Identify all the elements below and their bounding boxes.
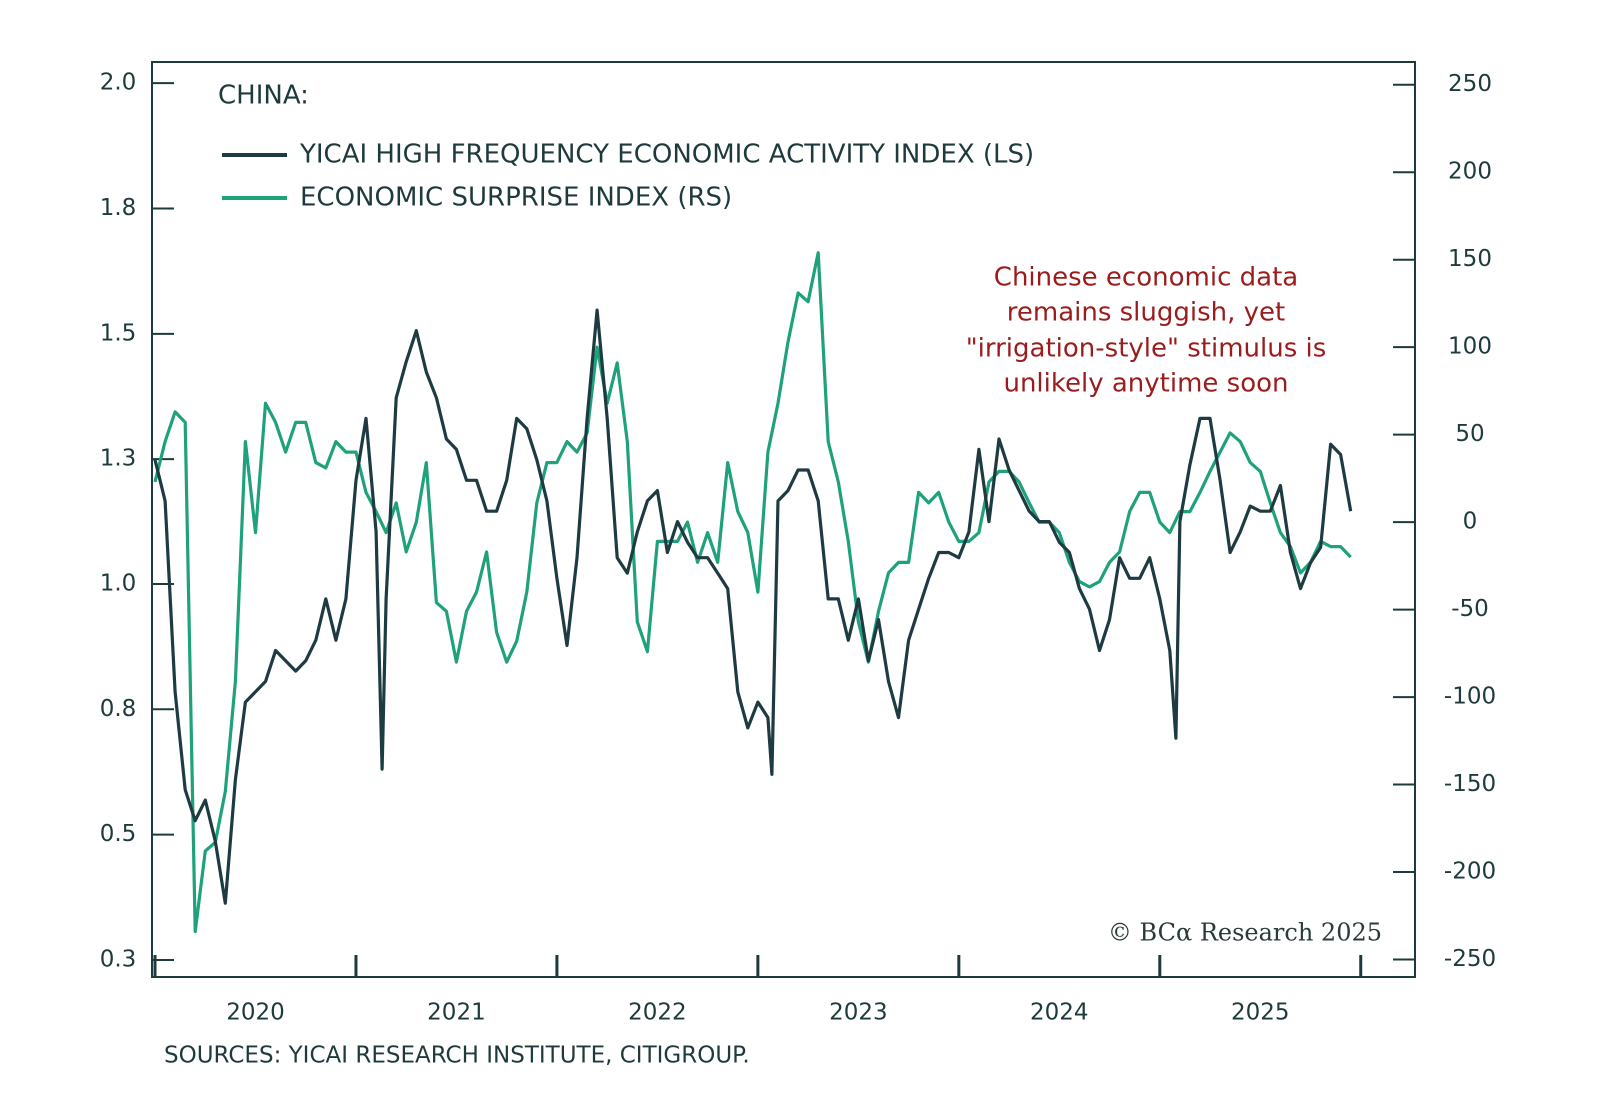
x-tick-label: 2022: [628, 1000, 687, 1026]
y-tick-label: 1.5: [100, 320, 137, 346]
annotation: "irrigation-style" stimulus is: [966, 334, 1327, 364]
annotation: Chinese economic data: [994, 263, 1298, 293]
y-tick-label: 1.0: [100, 570, 137, 596]
annotation: unlikely anytime soon: [1003, 369, 1288, 399]
y-tick-label: 1.3: [100, 446, 137, 472]
y-tick-label: 0.5: [100, 821, 137, 847]
legend-label: YICAI HIGH FREQUENCY ECONOMIC ACTIVITY I…: [299, 140, 1034, 170]
watermark: © BCα Research 2025: [1108, 919, 1382, 947]
series-line: [153, 251, 1352, 934]
y2-tick-label: -250: [1444, 946, 1496, 972]
plot-frame: [151, 61, 1416, 978]
chart-subtitle: CHINA:: [218, 81, 309, 111]
y2-tick-label: -200: [1444, 859, 1496, 885]
x-tick-label: 2021: [427, 1000, 486, 1026]
legend-label: ECONOMIC SURPRISE INDEX (RS): [300, 183, 732, 213]
x-tick-label: 2024: [1030, 1000, 1089, 1026]
y2-tick-label: 150: [1448, 246, 1492, 272]
y2-tick-label: -100: [1444, 684, 1496, 710]
y2-tick-label: 250: [1448, 71, 1492, 97]
source-note: SOURCES: YICAI RESEARCH INSTITUTE, CITIG…: [164, 1043, 750, 1069]
y-tick-label: 1.8: [100, 195, 137, 221]
y-tick-label: 2.0: [100, 70, 137, 96]
y2-tick-label: 0: [1463, 509, 1478, 535]
y2-tick-label: -50: [1451, 596, 1489, 622]
x-tick-label: 2025: [1231, 1000, 1290, 1026]
annotation: remains sluggish, yet: [1007, 298, 1286, 328]
y2-tick-label: 200: [1448, 159, 1492, 185]
y2-tick-label: 100: [1448, 334, 1492, 360]
y-tick-label: 0.3: [100, 946, 137, 972]
x-tick-label: 2020: [226, 1000, 285, 1026]
series-line: [153, 308, 1353, 905]
y-tick-label: 0.8: [100, 696, 137, 722]
x-tick-label: 2023: [829, 1000, 888, 1026]
y2-tick-label: 50: [1455, 421, 1484, 447]
y2-tick-label: -150: [1444, 771, 1496, 797]
